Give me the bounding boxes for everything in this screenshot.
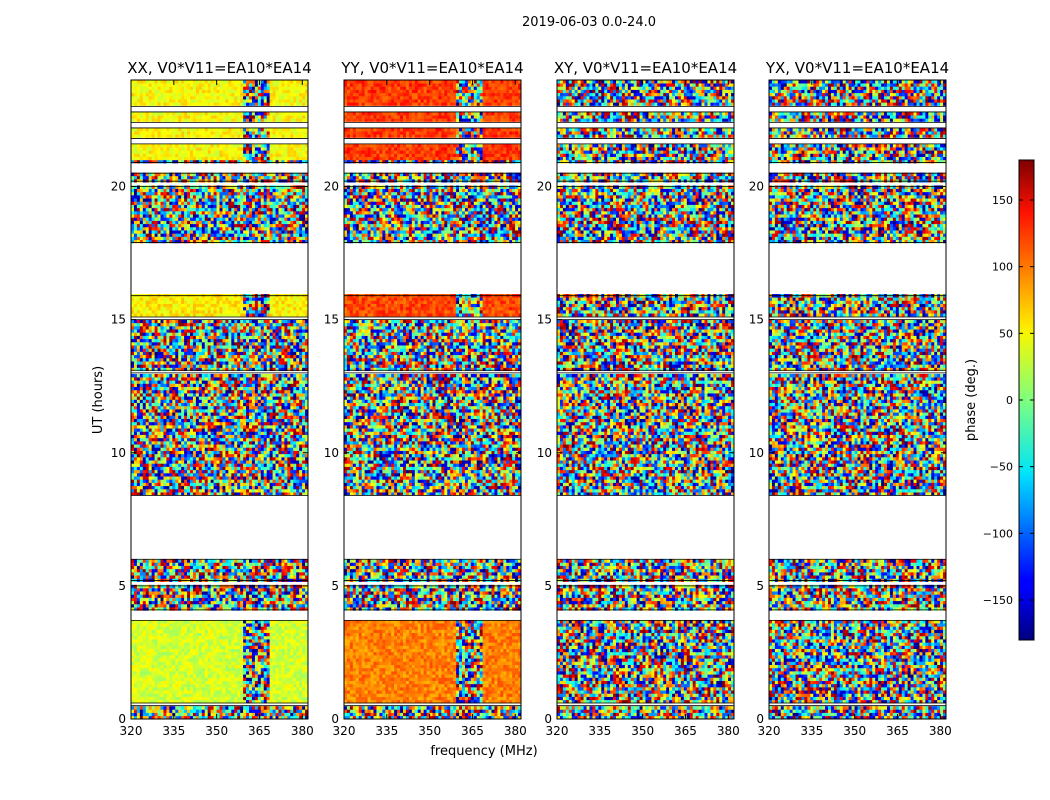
colorbar-tick-label: 150 xyxy=(992,194,1013,207)
y-tick-label: 10 xyxy=(749,446,764,460)
colorbar-tick-label: 50 xyxy=(999,327,1013,340)
panel-frame xyxy=(343,79,522,720)
y-tick-label: 20 xyxy=(324,180,339,194)
x-tick-label: 320 xyxy=(758,724,781,738)
x-tick-label: 335 xyxy=(588,724,611,738)
x-axis-label: frequency (MHz) xyxy=(430,744,537,759)
y-tick-label: 0 xyxy=(118,712,126,726)
x-tick-label: 365 xyxy=(674,724,697,738)
y-tick-label: 20 xyxy=(749,180,764,194)
x-tick-label: 365 xyxy=(461,724,484,738)
heatmap-cells xyxy=(131,80,309,720)
x-tick-label: 350 xyxy=(205,724,228,738)
heatmap-cells xyxy=(344,80,522,720)
y-tick-label: 5 xyxy=(544,579,552,593)
panel-xx: XX, V0*V11=EA10*EA14 320 335 350 365 380 0 5 10 1… xyxy=(111,59,314,738)
panel-title-yy: YY, V0*V11=EA10*EA14 xyxy=(340,59,523,77)
y-tick-label: 0 xyxy=(331,712,339,726)
x-tick-label: 350 xyxy=(418,724,441,738)
x-tick-label: 380 xyxy=(504,724,527,738)
x-tick-label: 335 xyxy=(800,724,823,738)
panel-yx: YX, V0*V11=EA10*EA14 320 335 350 365 380 0 5 10 1… xyxy=(749,59,952,738)
colorbar-label: phase (deg.) xyxy=(964,359,979,441)
y-tick-label: 15 xyxy=(324,313,339,327)
x-tick-label: 335 xyxy=(375,724,398,738)
y-tick-label: 5 xyxy=(756,579,764,593)
panel-yy: YY, V0*V11=EA10*EA14 320 335 350 365 380 0 5 10 1… xyxy=(324,59,527,738)
x-tick-label: 320 xyxy=(120,724,143,738)
colorbar-tick-label: −150 xyxy=(983,594,1013,607)
colorbar-tick-label: −50 xyxy=(990,461,1013,474)
y-tick-label: 10 xyxy=(324,446,339,460)
y-tick-label: 0 xyxy=(544,712,552,726)
x-tick-label: 320 xyxy=(546,724,569,738)
panel-frame xyxy=(768,79,947,720)
y-tick-label: 0 xyxy=(756,712,764,726)
panel-title-xx: XX, V0*V11=EA10*EA14 xyxy=(127,59,311,77)
x-tick-label: 380 xyxy=(717,724,740,738)
colorbar: 150 100 50 0 −50 −100 −150 phase (deg.) xyxy=(964,159,1035,641)
y-tick-label: 5 xyxy=(118,579,126,593)
panel-frame xyxy=(556,79,735,720)
y-tick-label: 5 xyxy=(331,579,339,593)
heatmap-cells xyxy=(769,80,947,720)
panel-title-xy: XY, V0*V11=EA10*EA14 xyxy=(554,59,737,77)
colorbar-tick-label: −100 xyxy=(983,527,1013,540)
x-tick-label: 365 xyxy=(248,724,271,738)
colorbar-tick-label: 100 xyxy=(992,261,1013,274)
colorbar-tick-label: 0 xyxy=(1006,394,1013,407)
panel-title-yx: YX, V0*V11=EA10*EA14 xyxy=(765,59,949,77)
y-tick-label: 10 xyxy=(537,446,552,460)
panel-xy: XY, V0*V11=EA10*EA14 320 335 350 365 380 0 5 10 1… xyxy=(537,59,740,738)
x-tick-label: 335 xyxy=(162,724,185,738)
y-tick-label: 15 xyxy=(111,313,126,327)
x-tick-label: 380 xyxy=(291,724,314,738)
y-tick-label: 15 xyxy=(749,313,764,327)
panel-frame xyxy=(130,79,309,720)
x-tick-label: 380 xyxy=(929,724,952,738)
y-tick-label: 20 xyxy=(111,180,126,194)
y-tick-label: 20 xyxy=(537,180,552,194)
heatmap-cells xyxy=(557,80,735,720)
figure-suptitle: 2019-06-03 0.0-24.0 xyxy=(522,15,656,30)
x-tick-label: 365 xyxy=(886,724,909,738)
x-tick-label: 350 xyxy=(631,724,654,738)
x-tick-label: 350 xyxy=(843,724,866,738)
y-axis-label: UT (hours) xyxy=(91,366,106,434)
x-tick-label: 320 xyxy=(333,724,356,738)
y-tick-label: 10 xyxy=(111,446,126,460)
y-tick-label: 15 xyxy=(537,313,552,327)
